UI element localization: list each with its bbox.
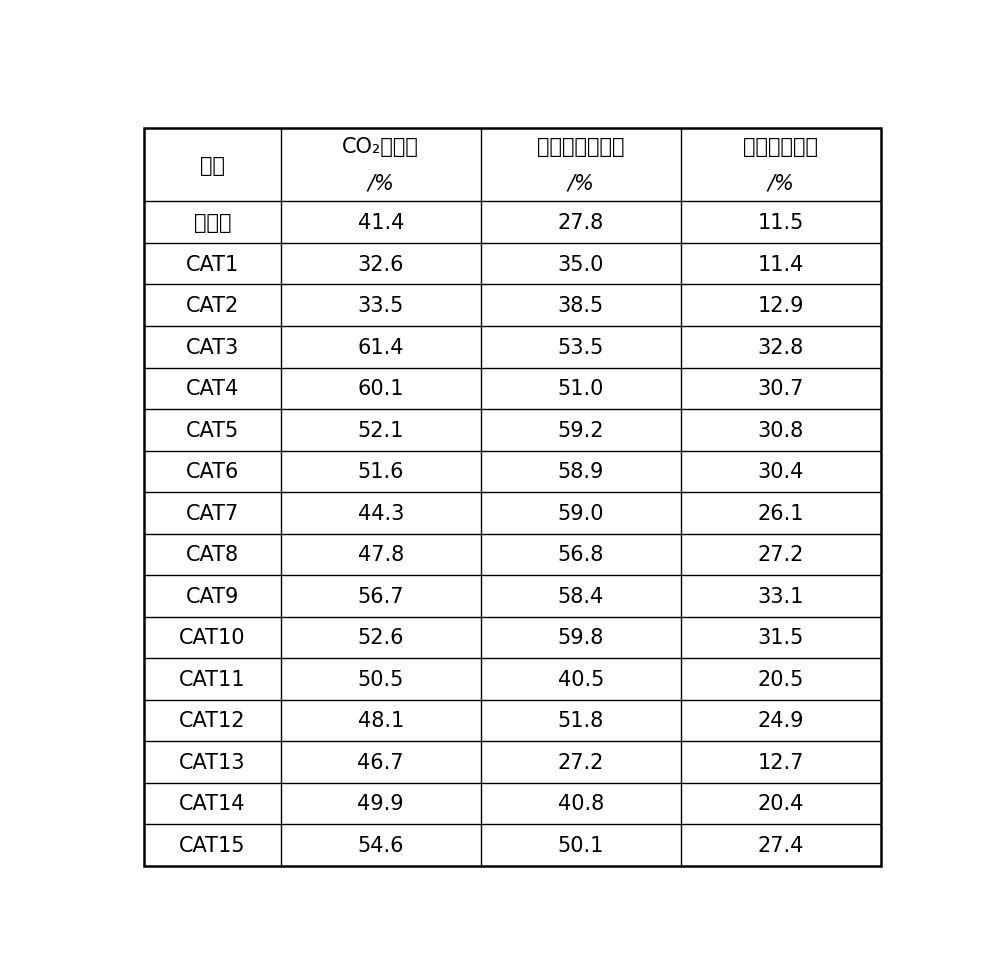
Text: 51.0: 51.0 <box>558 379 604 399</box>
Text: CAT13: CAT13 <box>179 752 246 772</box>
Text: 59.2: 59.2 <box>558 420 604 441</box>
Text: CAT15: CAT15 <box>179 835 246 855</box>
Text: 48.1: 48.1 <box>358 710 404 731</box>
Text: 56.8: 56.8 <box>558 545 604 565</box>
Text: 49.9: 49.9 <box>357 793 404 814</box>
Text: 11.4: 11.4 <box>758 254 804 275</box>
Text: 30.7: 30.7 <box>758 379 804 399</box>
Text: 27.8: 27.8 <box>558 213 604 233</box>
Text: CAT14: CAT14 <box>179 793 246 814</box>
Text: 59.0: 59.0 <box>558 503 604 524</box>
Text: 58.4: 58.4 <box>558 586 604 606</box>
Text: 52.6: 52.6 <box>357 627 404 648</box>
Text: 30.4: 30.4 <box>758 462 804 482</box>
Text: CAT10: CAT10 <box>179 627 246 648</box>
Text: 38.5: 38.5 <box>558 296 604 316</box>
Text: 低碘烯烂选择性: 低碘烯烂选择性 <box>537 138 625 157</box>
Text: 40.5: 40.5 <box>558 669 604 689</box>
Text: CAT8: CAT8 <box>186 545 239 565</box>
Text: 41.4: 41.4 <box>358 213 404 233</box>
Text: 54.6: 54.6 <box>357 835 404 855</box>
Text: 51.6: 51.6 <box>357 462 404 482</box>
Text: CO₂转化率: CO₂转化率 <box>342 138 419 157</box>
Text: 20.4: 20.4 <box>758 793 804 814</box>
Text: 11.5: 11.5 <box>758 213 804 233</box>
Text: 59.8: 59.8 <box>558 627 604 648</box>
Text: 33.1: 33.1 <box>758 586 804 606</box>
Text: 30.8: 30.8 <box>758 420 804 441</box>
Text: 24.9: 24.9 <box>758 710 804 731</box>
Text: 12.7: 12.7 <box>758 752 804 772</box>
Text: 44.3: 44.3 <box>358 503 404 524</box>
Text: /%: /% <box>367 174 394 193</box>
Text: CAT4: CAT4 <box>186 379 239 399</box>
Text: 20.5: 20.5 <box>758 669 804 689</box>
Text: 35.0: 35.0 <box>558 254 604 275</box>
Text: /%: /% <box>568 174 594 193</box>
Text: 26.1: 26.1 <box>758 503 804 524</box>
Text: /%: /% <box>767 174 794 193</box>
Text: 47.8: 47.8 <box>358 545 404 565</box>
Text: 27.2: 27.2 <box>558 752 604 772</box>
Text: CAT6: CAT6 <box>186 462 239 482</box>
Text: 31.5: 31.5 <box>758 627 804 648</box>
Text: CAT2: CAT2 <box>186 296 239 316</box>
Text: 53.5: 53.5 <box>558 337 604 358</box>
Text: 50.1: 50.1 <box>558 835 604 855</box>
Text: CAT9: CAT9 <box>186 586 239 606</box>
Text: 对比例: 对比例 <box>194 213 231 233</box>
Text: 27.2: 27.2 <box>758 545 804 565</box>
Text: 40.8: 40.8 <box>558 793 604 814</box>
Text: 58.9: 58.9 <box>558 462 604 482</box>
Text: 12.9: 12.9 <box>758 296 804 316</box>
Text: CAT5: CAT5 <box>186 420 239 441</box>
Text: 61.4: 61.4 <box>357 337 404 358</box>
Text: 51.8: 51.8 <box>558 710 604 731</box>
Text: 33.5: 33.5 <box>358 296 404 316</box>
Text: CAT3: CAT3 <box>186 337 239 358</box>
Text: 样品: 样品 <box>200 155 225 176</box>
Text: 56.7: 56.7 <box>357 586 404 606</box>
Text: 低碘烯烂收率: 低碘烯烂收率 <box>743 138 818 157</box>
Text: CAT12: CAT12 <box>179 710 246 731</box>
Text: 50.5: 50.5 <box>358 669 404 689</box>
Text: 32.8: 32.8 <box>758 337 804 358</box>
Text: 27.4: 27.4 <box>758 835 804 855</box>
Text: 60.1: 60.1 <box>357 379 404 399</box>
Text: CAT1: CAT1 <box>186 254 239 275</box>
Text: CAT11: CAT11 <box>179 669 246 689</box>
Text: 46.7: 46.7 <box>357 752 404 772</box>
Text: 32.6: 32.6 <box>357 254 404 275</box>
Text: 52.1: 52.1 <box>358 420 404 441</box>
Text: CAT7: CAT7 <box>186 503 239 524</box>
